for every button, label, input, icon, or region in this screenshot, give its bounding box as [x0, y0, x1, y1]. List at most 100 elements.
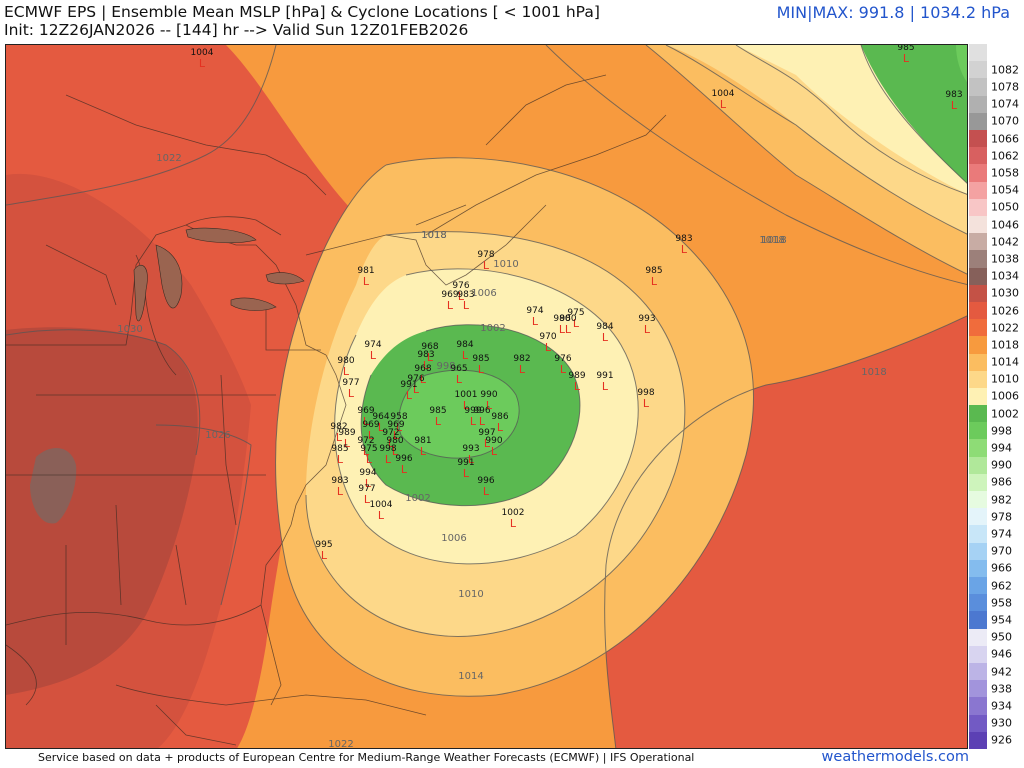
legend-swatch: [969, 594, 987, 612]
legend-label: 962: [991, 579, 1012, 593]
legend-level: 1026: [969, 301, 1021, 320]
legend-level: 958: [969, 594, 1021, 612]
low-pressure-symbol: L: [344, 437, 351, 450]
contour-line-1014: [275, 164, 497, 697]
contour-label: 1022: [328, 739, 353, 749]
contour-line-1018: [385, 157, 754, 696]
low-pressure-symbol: L: [462, 349, 469, 362]
low-pressure-symbol: L: [363, 445, 370, 458]
legend-swatch: [969, 422, 987, 440]
legend-level: [969, 44, 1021, 62]
contour-label: 1030: [117, 324, 142, 335]
low-pressure-symbol: L: [396, 421, 403, 434]
low-pressure-symbol: L: [435, 415, 442, 428]
legend-label: 1062: [991, 149, 1019, 163]
contour-line-1022-west: [6, 45, 277, 206]
cyclone-pressure-label: 998: [637, 388, 654, 398]
cyclone-pressure-label: 965: [450, 364, 467, 374]
low-pressure-symbol: L: [337, 453, 344, 466]
low-pressure-symbol: L: [560, 363, 567, 376]
cyclone-pressure-label: 984: [596, 322, 613, 332]
brand-link[interactable]: weathermodels.com: [821, 749, 969, 765]
legend-label: 1082: [991, 63, 1019, 77]
cyclone-pressure-label: 972: [382, 428, 399, 438]
low-pressure-symbol: L: [720, 98, 727, 111]
low-pressure-symbol: L: [602, 380, 609, 393]
contour-line-1002: [360, 324, 581, 507]
cyclone-pressure-label: 969: [441, 290, 458, 300]
legend-label: 970: [991, 544, 1012, 558]
map-title: ECMWF EPS | Ensemble Mean MSLP [hPa] & C…: [4, 3, 600, 21]
legend-label: 1078: [991, 80, 1019, 94]
legend-level: 954: [969, 611, 1021, 629]
cyclone-pressure-label: 976: [407, 374, 424, 384]
cyclone-pressure-label: 980: [337, 356, 354, 366]
legend-swatch: [969, 663, 987, 681]
legend-level: 998: [969, 422, 1021, 440]
pressure-field-1030-plus: [6, 327, 198, 695]
cyclone-pressure-label: 1004: [712, 89, 735, 99]
low-pressure-symbol: L: [393, 429, 400, 442]
low-pressure-symbol: L: [385, 453, 392, 466]
footer-credit: Service based on data + products of Euro…: [38, 751, 695, 764]
contour-line-998: [398, 369, 520, 459]
cyclone-pressure-label: 991: [457, 458, 474, 468]
low-pressure-symbol: L: [420, 445, 427, 458]
cyclone-pressure-label: 985: [645, 266, 662, 276]
legend-level: 1038: [969, 250, 1021, 268]
low-pressure-symbol: L: [463, 467, 470, 480]
legend-label: 930: [991, 716, 1012, 730]
legend-label: 1010: [991, 372, 1019, 386]
low-pressure-symbol: L: [651, 275, 658, 288]
cyclone-pressure-label: 1004: [370, 500, 393, 510]
low-pressure-symbol: L: [388, 437, 395, 450]
legend-label: 950: [991, 630, 1012, 644]
contour-label: 1006: [471, 288, 496, 299]
cyclone-pressure-label: 980: [386, 436, 403, 446]
low-pressure-symbol: L: [365, 477, 372, 490]
legend-label: 1066: [991, 132, 1019, 146]
cyclone-pressure-label: 976: [554, 354, 571, 364]
low-pressure-symbol: L: [483, 485, 490, 498]
legend-swatch: [969, 147, 987, 165]
low-pressure-symbol: L: [370, 349, 377, 362]
contour-label: 1014: [458, 671, 483, 682]
cyclone-pressure-label: 982: [330, 422, 347, 432]
cyclone-pressure-label: 968: [421, 342, 438, 352]
legend-label: 1034: [991, 269, 1019, 283]
legend-level: 1058: [969, 164, 1021, 182]
legend-label: 1038: [991, 252, 1019, 266]
cyclone-pressure-label: 996: [473, 406, 490, 416]
legend-level: 1002: [969, 405, 1021, 423]
legend-swatch: [969, 95, 987, 113]
legend-label: 1070: [991, 114, 1019, 128]
map-subtitle: Init: 12Z26JAN2026 -- [144] hr --> Valid…: [4, 21, 469, 39]
legend-label: 1042: [991, 235, 1019, 249]
legend-swatch: [969, 129, 987, 148]
cyclone-pressure-label: 969: [362, 420, 379, 430]
contour-line-1018-east: [545, 45, 967, 286]
legend-label: 966: [991, 561, 1012, 575]
contour-label: 998: [436, 361, 455, 372]
cyclone-pressure-label: 974: [526, 306, 543, 316]
legend-label: 982: [991, 493, 1012, 507]
